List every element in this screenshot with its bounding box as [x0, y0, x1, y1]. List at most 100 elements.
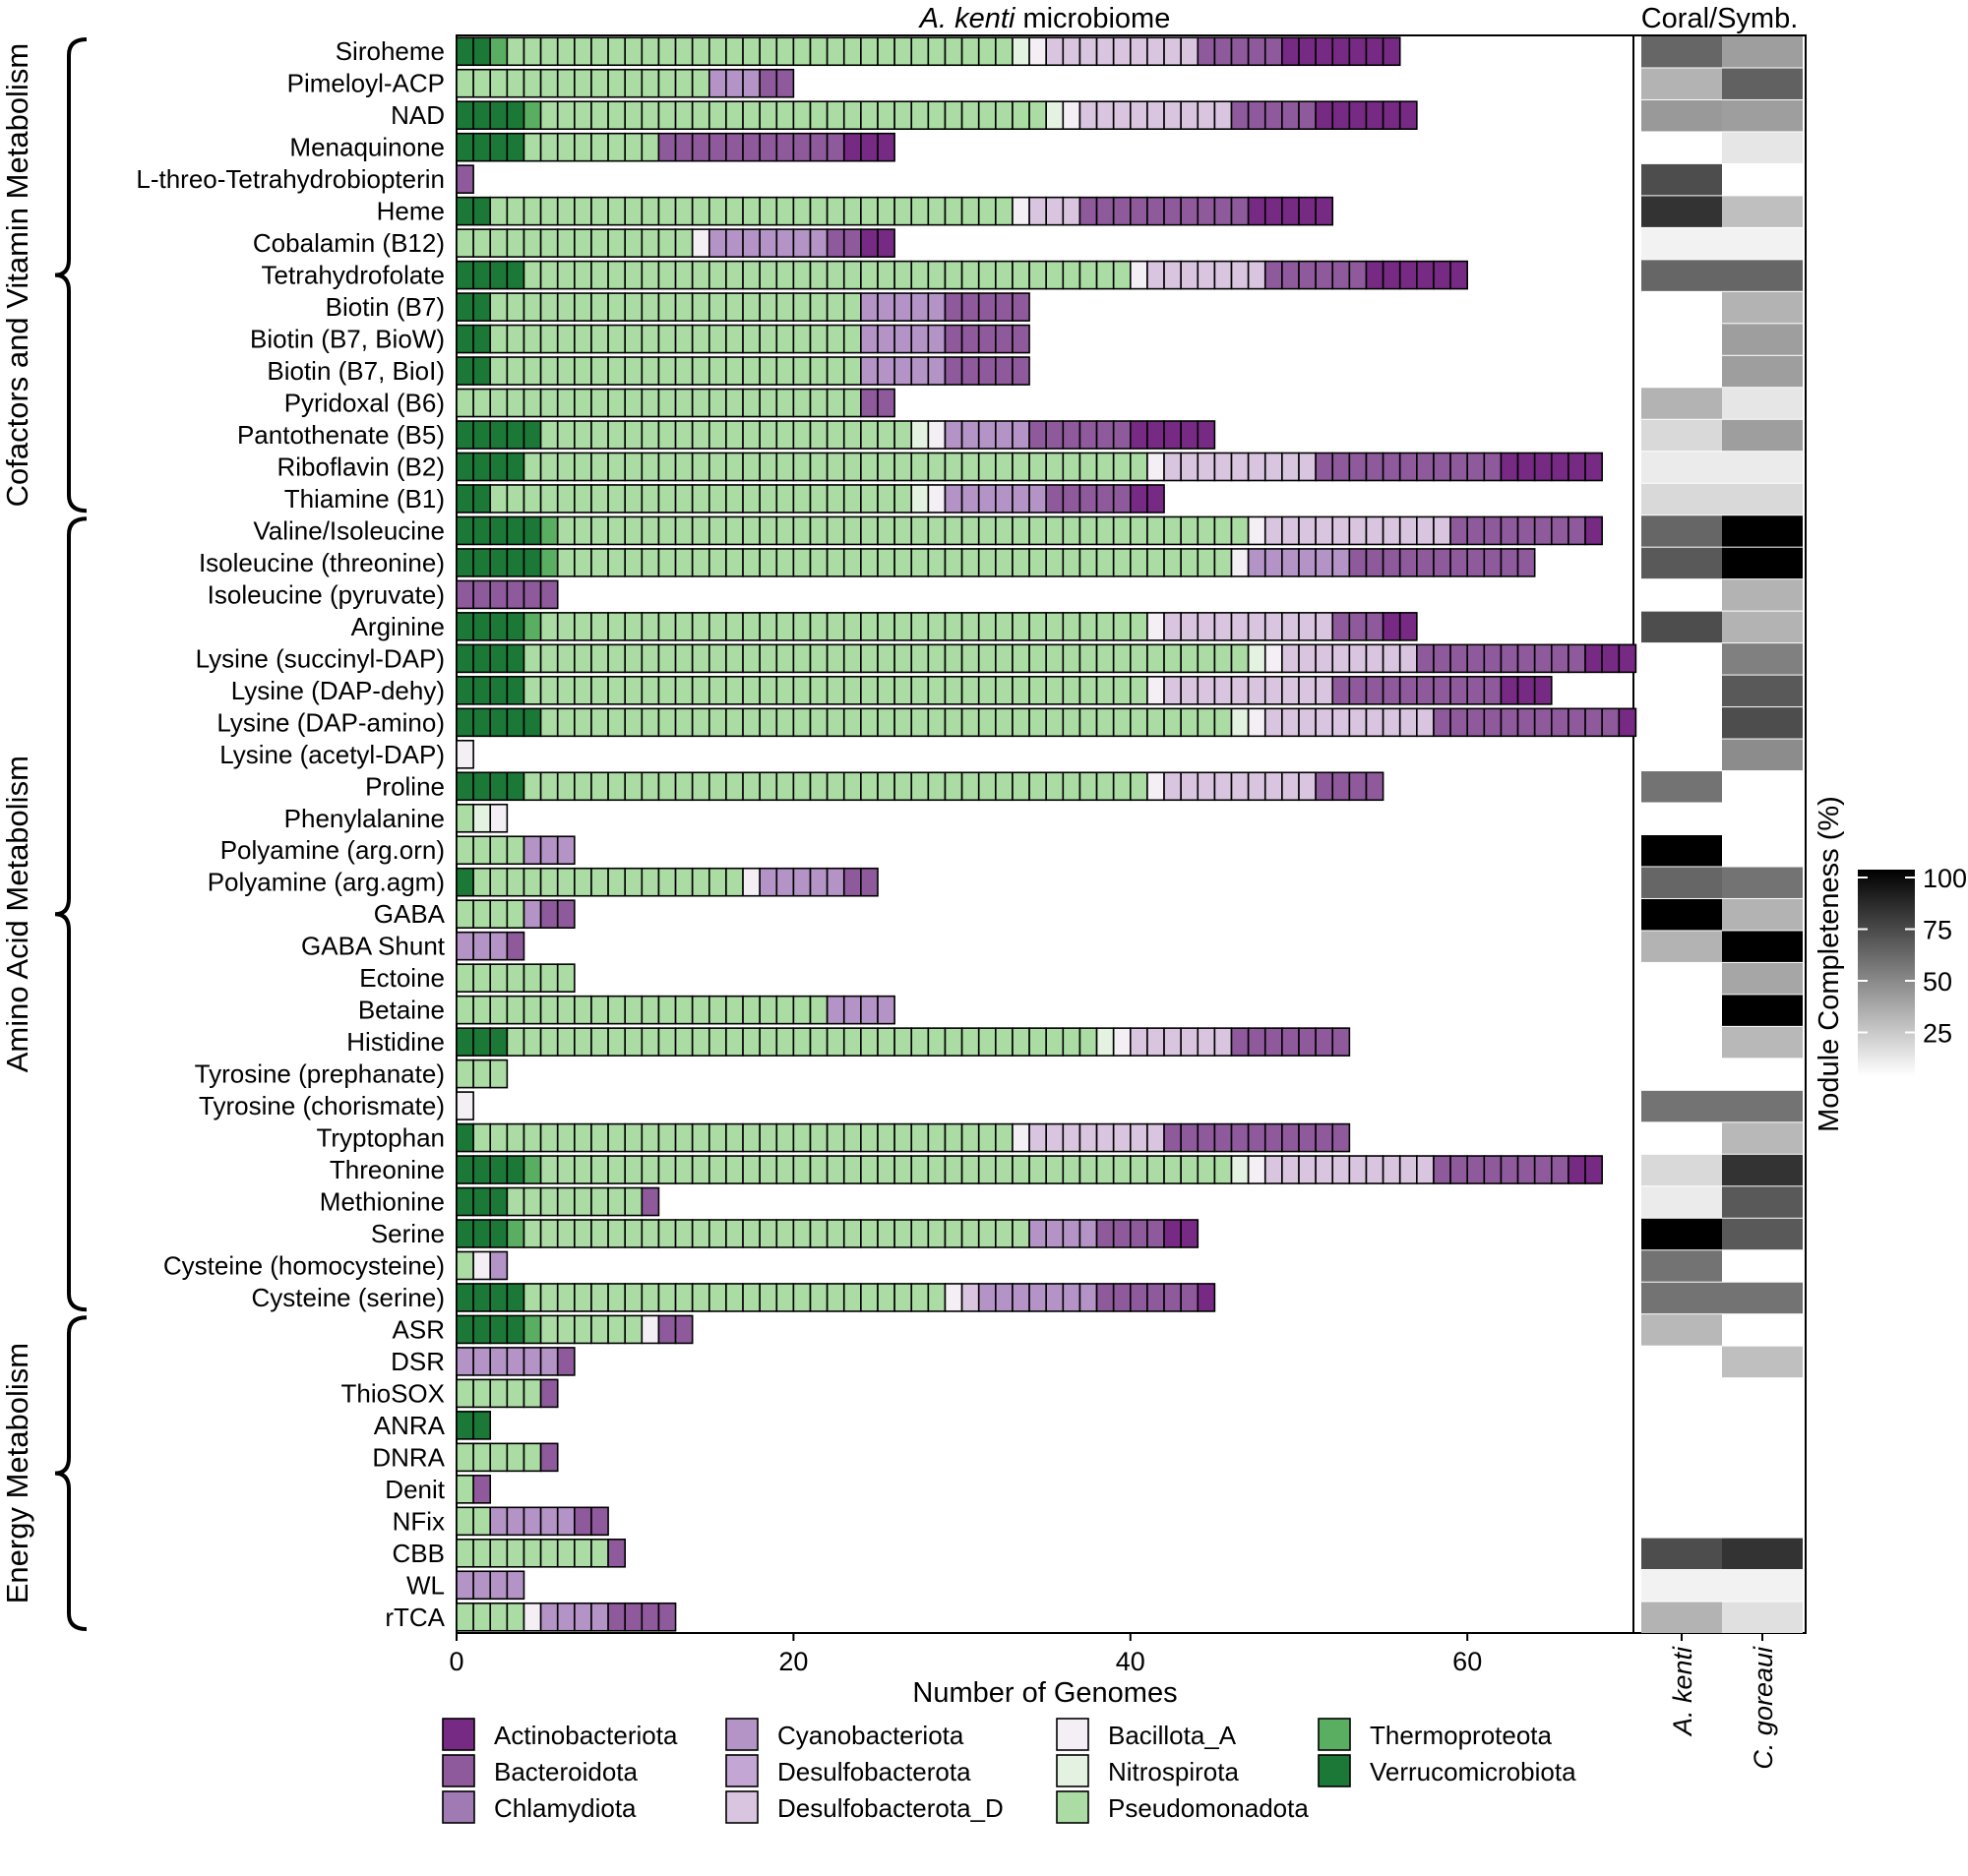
bar-genome-cell	[1028, 612, 1047, 641]
bar-genome-cell	[539, 835, 559, 866]
bar-genome-cell	[792, 1027, 812, 1057]
bar-genome-cell	[927, 484, 947, 514]
bar-genome-cell	[1095, 548, 1115, 577]
bar-genome-cell	[556, 835, 576, 866]
bar-genome-cell	[641, 132, 660, 162]
bar-genome-cell	[893, 452, 913, 482]
heatmap-cell	[1641, 1314, 1722, 1346]
bar-genome-cell	[707, 643, 727, 674]
bar-genome-cell	[1382, 612, 1401, 641]
bar-genome-cell	[944, 707, 963, 738]
bar-genome-cell	[674, 1314, 694, 1345]
bar-genome-cell	[1449, 515, 1468, 546]
bar-genome-cell	[523, 867, 542, 897]
heatmap-cell	[1641, 931, 1722, 962]
bar-genome-cell	[506, 1122, 525, 1153]
bar-genome-cell	[927, 771, 947, 802]
bar-genome-cell	[1516, 452, 1536, 482]
bar-genome-cell	[860, 612, 879, 641]
bar-genome-cell	[775, 643, 795, 674]
row-label: Lysine (succinyl-DAP)	[196, 643, 445, 673]
bar-genome-cell	[842, 100, 862, 130]
bar-genome-cell	[1095, 515, 1115, 546]
bar-genome-cell	[489, 1539, 509, 1568]
bar-genome-cell	[641, 388, 660, 418]
bar-genome-cell	[1483, 452, 1503, 482]
bar-genome-cell	[691, 643, 710, 674]
bar-genome-cell	[1045, 1283, 1065, 1312]
bar-genome-cell	[960, 1027, 980, 1057]
bar-genome-cell	[674, 1027, 694, 1057]
x-tick-label: 60	[1452, 1647, 1482, 1676]
bar-genome-cell	[842, 515, 862, 546]
bar-genome-cell	[556, 228, 576, 258]
bar-genome-cell	[1230, 643, 1250, 674]
bar-genome-cell	[809, 356, 829, 386]
bar-genome-cell	[809, 995, 829, 1025]
bar-genome-cell	[1298, 100, 1317, 130]
bar-genome-cell	[607, 100, 627, 130]
legend-swatch	[725, 1790, 759, 1824]
bar-genome-cell	[1112, 676, 1132, 705]
bar-genome-cell	[624, 388, 644, 418]
bar-genome-cell	[725, 36, 744, 67]
bar-genome-cell	[456, 388, 474, 418]
bar-genome-cell	[574, 867, 592, 897]
heatmap-cell	[1641, 196, 1722, 227]
heatmap-cell	[1641, 1250, 1722, 1282]
bar-genome-cell	[556, 515, 576, 546]
bar-genome-cell	[590, 771, 609, 802]
bar-genome-cell	[674, 1219, 694, 1248]
bar-genome-cell	[691, 36, 710, 67]
bar-genome-cell	[1112, 36, 1132, 67]
bar-genome-cell	[1197, 676, 1216, 705]
heatmap-cell	[1722, 675, 1803, 707]
bar-genome-cell	[624, 612, 644, 641]
bar-genome-cell	[775, 612, 795, 641]
bar-genome-cell	[842, 548, 862, 577]
bar-genome-cell	[556, 1283, 576, 1312]
bar-genome-cell	[1045, 36, 1065, 67]
heatmap-cell	[1641, 898, 1722, 931]
bar-genome-cell	[1247, 707, 1266, 738]
bar-genome-cell	[809, 1027, 829, 1057]
bar-genome-cell	[1180, 1283, 1199, 1312]
bar-genome-cell	[1213, 612, 1233, 641]
bar-genome-cell	[556, 963, 576, 993]
bar-genome-cell	[506, 1378, 525, 1409]
bar-genome-cell	[809, 515, 829, 546]
bar-genome-cell	[742, 260, 761, 290]
bar-genome-cell	[742, 707, 761, 738]
bar-genome-cell	[842, 132, 862, 162]
bar-genome-cell	[1500, 643, 1519, 674]
bar-genome-cell	[489, 579, 509, 610]
bar-genome-cell	[809, 228, 829, 258]
bar-genome-cell	[574, 36, 592, 67]
heatmap-cell	[1722, 260, 1803, 291]
bar-genome-cell	[674, 228, 694, 258]
bar-genome-cell	[1483, 515, 1503, 546]
bar-genome-cell	[1584, 1155, 1603, 1184]
bar-genome-cell	[1146, 1283, 1165, 1312]
bar-genome-cell	[456, 1059, 474, 1089]
bar-genome-cell	[523, 324, 542, 354]
bar-genome-cell	[1449, 707, 1468, 738]
bar-genome-cell	[809, 676, 829, 705]
bar-genome-cell	[657, 643, 677, 674]
bar-genome-cell	[539, 963, 559, 993]
bar-genome-cell	[607, 995, 627, 1025]
bar-genome-cell	[574, 228, 592, 258]
bar-genome-cell	[1263, 707, 1283, 738]
bar-genome-cell	[539, 1314, 559, 1345]
bar-genome-cell	[995, 324, 1014, 354]
bar-genome-cell	[1263, 612, 1283, 641]
bar-genome-cell	[809, 1219, 829, 1248]
legend-label: Bacteroidota	[494, 1757, 639, 1786]
bar-genome-cell	[539, 579, 559, 610]
bar-genome-cell	[742, 515, 761, 546]
bar-genome-cell	[1095, 420, 1115, 450]
legend-swatch	[442, 1718, 475, 1751]
bar-genome-cell	[1163, 612, 1182, 641]
bar-genome-cell	[1146, 1155, 1165, 1184]
bar-genome-cell	[759, 388, 778, 418]
